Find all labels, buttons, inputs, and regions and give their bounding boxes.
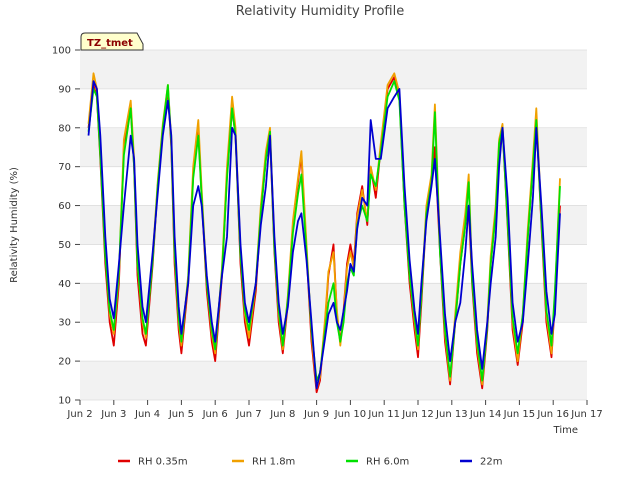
plot-band <box>80 205 587 245</box>
x-tick-label: Jun 9 <box>303 409 329 420</box>
y-axis-label: Relativity Humidity (%) <box>9 167 20 283</box>
y-axis: 10 20 30 40 50 60 70 80 90 100 <box>52 46 80 407</box>
y-tick-label: 40 <box>58 279 71 290</box>
y-tick-label: 100 <box>52 46 71 57</box>
y-tick-label: 60 <box>58 201 71 212</box>
x-tick-label: Jun 14 <box>469 409 502 420</box>
site-label-badge: TZ_tmet <box>80 32 144 51</box>
x-tick-label: Jun 12 <box>401 409 434 420</box>
x-tick-label: Jun 15 <box>503 409 536 420</box>
x-tick-label: Jun 17 <box>570 409 603 420</box>
chart-title: Relativity Humidity Profile <box>236 4 404 19</box>
legend: RH 0.35m RH 1.8m RH 6.0m 22m <box>118 457 502 468</box>
plot-band <box>80 127 587 167</box>
x-tick-label: Jun 4 <box>134 409 160 420</box>
y-tick-label: 70 <box>58 162 71 173</box>
y-tick-label: 20 <box>58 357 71 368</box>
legend-label: 22m <box>480 457 502 468</box>
x-tick-label: Jun 3 <box>100 409 126 420</box>
y-tick-label: 90 <box>58 84 71 95</box>
x-axis-label: Time <box>553 425 578 436</box>
x-tick-label: Jun 7 <box>235 409 261 420</box>
x-tick-label: Jun 2 <box>66 409 92 420</box>
y-tick-label: 30 <box>58 318 71 329</box>
legend-label: RH 6.0m <box>366 457 409 468</box>
plot-band <box>80 50 587 89</box>
y-tick-label: 80 <box>58 123 71 134</box>
series-line <box>87 80 561 390</box>
x-tick-label: Jun 5 <box>168 409 194 420</box>
y-tick-label: 50 <box>58 240 71 251</box>
x-tick-label: Jun 16 <box>536 409 569 420</box>
site-label-text: TZ_tmet <box>87 38 133 49</box>
x-tick-label: Jun 10 <box>334 409 367 420</box>
legend-label: RH 1.8m <box>252 457 295 468</box>
plot-band <box>80 361 587 400</box>
series-group <box>87 72 561 394</box>
x-tick-label: Jun 6 <box>202 409 228 420</box>
x-tick-label: Jun 8 <box>269 409 295 420</box>
x-tick-label: Jun 13 <box>435 409 468 420</box>
x-axis: Jun 2 Jun 3 Jun 4 Jun 5 Jun 6 Jun 7 Jun 8 Jun 9… <box>66 400 603 420</box>
x-tick-label: Jun 11 <box>367 409 400 420</box>
y-tick-label: 10 <box>58 396 71 407</box>
series-line <box>87 80 561 382</box>
legend-label: RH 0.35m <box>138 457 188 468</box>
plot-bands <box>80 50 587 400</box>
